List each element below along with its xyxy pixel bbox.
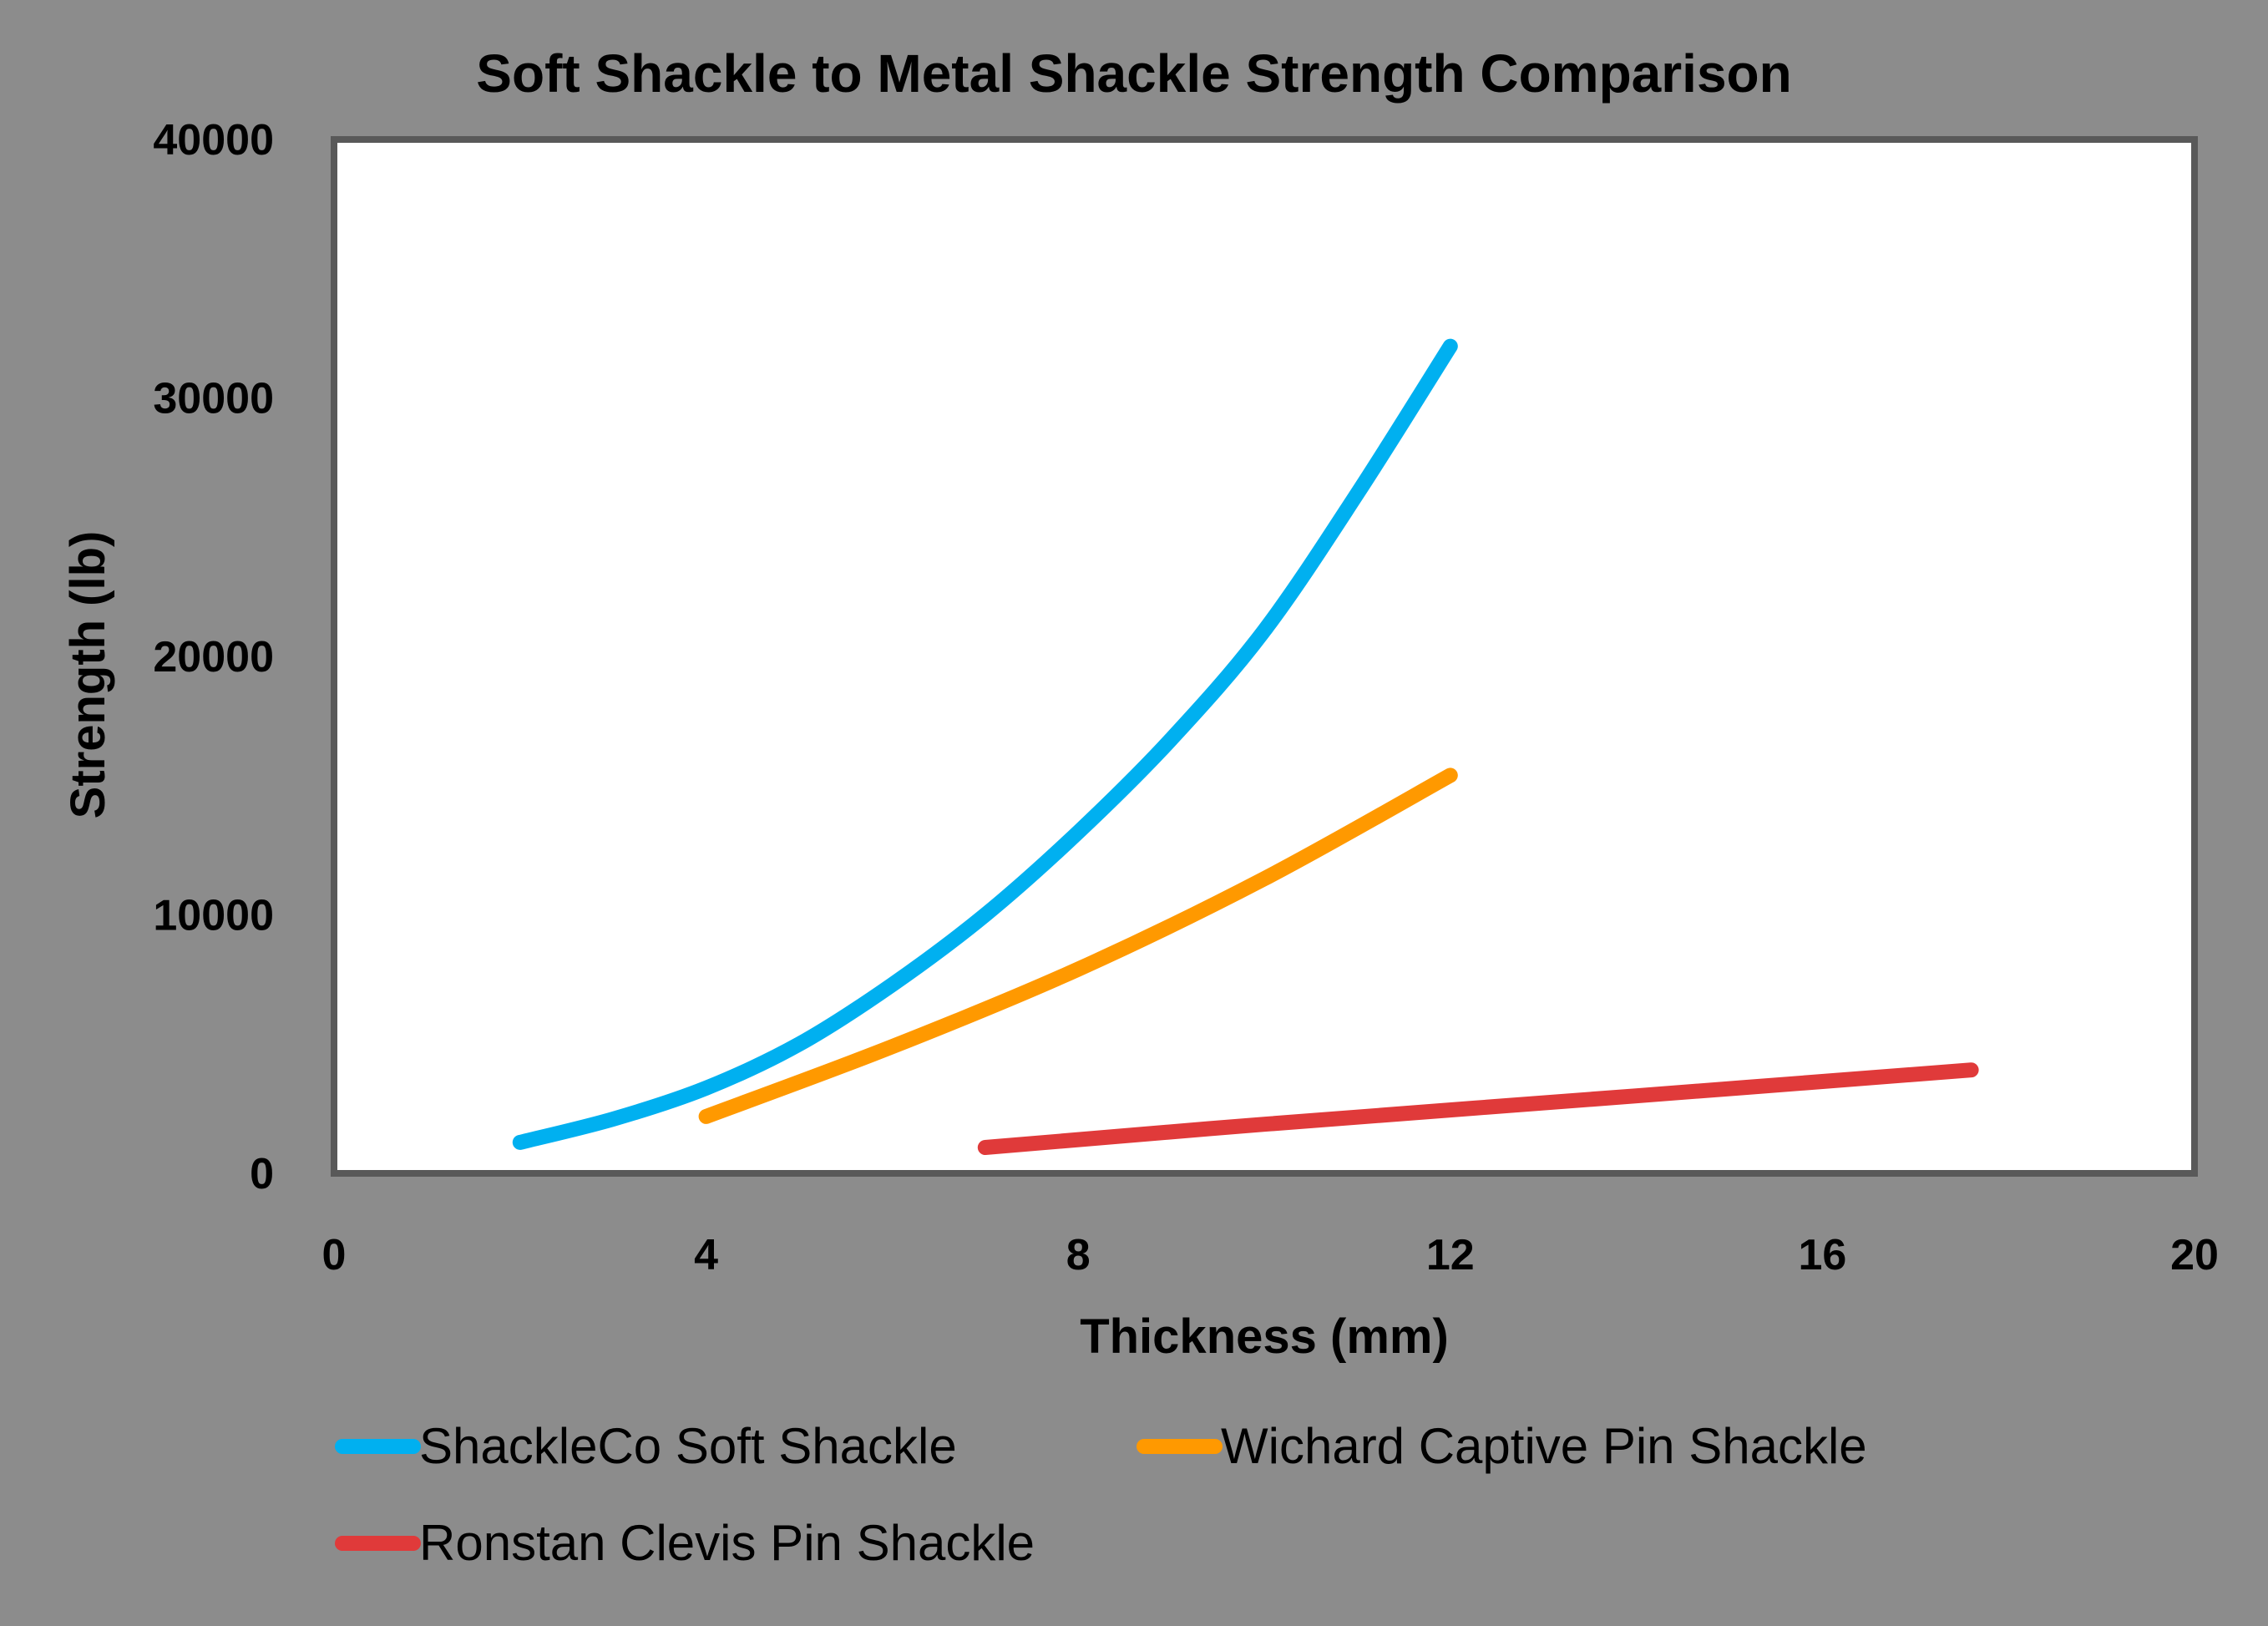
- x-tick-label: 12: [1426, 1231, 1475, 1279]
- y-tick-label: 10000: [153, 892, 274, 940]
- x-axis-ticks: 0 4 8 12 16 20: [322, 1231, 2219, 1279]
- y-axis-title: Strength (lb): [61, 531, 115, 819]
- y-tick-label: 20000: [153, 633, 274, 681]
- legend-label: Wichard Captive Pin Shackle: [1221, 1418, 1867, 1474]
- chart-title: Soft Shackle to Metal Shackle Strength C…: [476, 43, 1791, 104]
- x-tick-label: 0: [322, 1231, 347, 1279]
- x-tick-label: 4: [694, 1231, 718, 1279]
- x-tick-label: 16: [1798, 1231, 1846, 1279]
- x-tick-label: 8: [1066, 1231, 1091, 1279]
- y-tick-label: 30000: [153, 375, 274, 423]
- series-line-2: [698, 767, 1458, 1124]
- legend: ShackleCo Soft Shackle Wichard Captive Pi…: [335, 1418, 1867, 1571]
- y-tick-label: 0: [250, 1150, 274, 1198]
- y-tick-label: 40000: [153, 116, 274, 165]
- y-axis-ticks: 0 10000 20000 30000 40000: [153, 116, 274, 1198]
- series-line-3: [977, 1062, 1979, 1155]
- series-layer: [512, 338, 1979, 1155]
- plot-area: [331, 136, 2198, 1177]
- x-tick-label: 20: [2170, 1231, 2219, 1279]
- x-axis-title: Thickness (mm): [1080, 1309, 1449, 1364]
- series-line-1: [512, 338, 1458, 1150]
- legend-label: Ronstan Clevis Pin Shackle: [419, 1515, 1035, 1571]
- legend-label: ShackleCo Soft Shackle: [419, 1418, 957, 1474]
